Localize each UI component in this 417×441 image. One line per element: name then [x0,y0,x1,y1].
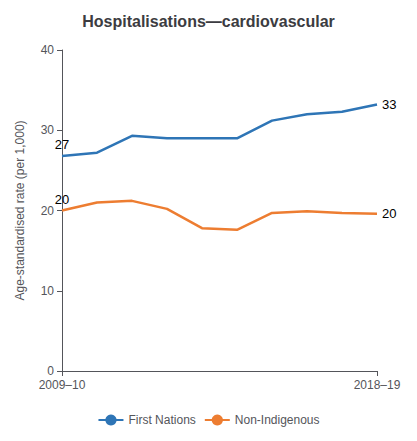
svg-text:0: 0 [47,364,54,378]
svg-text:30: 30 [41,123,55,137]
svg-text:40: 40 [41,43,55,57]
svg-text:20: 20 [41,204,55,218]
svg-text:33: 33 [382,97,396,112]
svg-text:20: 20 [382,206,396,221]
svg-text:10: 10 [41,284,55,298]
svg-text:Age-standardised rate (per 1,0: Age-standardised rate (per 1,000) [13,120,27,300]
svg-text:2009–10: 2009–10 [39,378,86,392]
svg-text:Hospitalisations—cardiovascula: Hospitalisations—cardiovascular [82,13,335,30]
svg-text:2018–19: 2018–19 [354,378,401,392]
svg-text:27: 27 [55,137,69,152]
svg-text:First Nations: First Nations [128,413,195,427]
svg-text:20: 20 [55,192,69,207]
svg-text:Non-Indigenous: Non-Indigenous [235,413,320,427]
